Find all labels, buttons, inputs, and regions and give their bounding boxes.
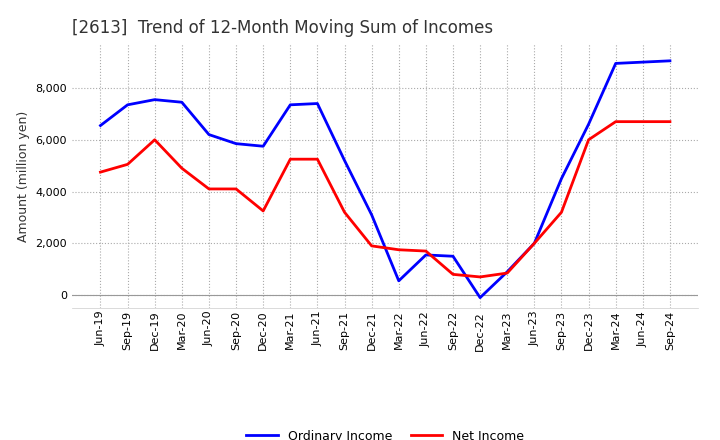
Net Income	[449, 272, 457, 277]
Line: Net Income: Net Income	[101, 121, 670, 277]
Ordinary Income	[611, 61, 620, 66]
Net Income	[639, 119, 647, 124]
Net Income	[286, 157, 294, 162]
Net Income	[259, 208, 268, 213]
Net Income	[530, 241, 539, 246]
Net Income	[204, 186, 213, 191]
Ordinary Income	[665, 58, 674, 63]
Text: [2613]  Trend of 12-Month Moving Sum of Incomes: [2613] Trend of 12-Month Moving Sum of I…	[72, 19, 493, 37]
Y-axis label: Amount (million yen): Amount (million yen)	[17, 110, 30, 242]
Net Income	[367, 243, 376, 249]
Ordinary Income	[476, 295, 485, 300]
Ordinary Income	[584, 121, 593, 127]
Net Income	[232, 186, 240, 191]
Ordinary Income	[341, 158, 349, 163]
Net Income	[503, 271, 511, 276]
Net Income	[421, 249, 430, 254]
Net Income	[665, 119, 674, 124]
Net Income	[584, 137, 593, 143]
Net Income	[476, 274, 485, 279]
Ordinary Income	[503, 269, 511, 275]
Ordinary Income	[286, 102, 294, 107]
Net Income	[395, 247, 403, 253]
Legend: Ordinary Income, Net Income: Ordinary Income, Net Income	[241, 425, 529, 440]
Ordinary Income	[530, 241, 539, 246]
Ordinary Income	[123, 102, 132, 107]
Ordinary Income	[150, 97, 159, 102]
Ordinary Income	[557, 176, 566, 181]
Ordinary Income	[395, 278, 403, 283]
Ordinary Income	[178, 99, 186, 105]
Net Income	[96, 169, 105, 175]
Net Income	[178, 165, 186, 171]
Net Income	[123, 162, 132, 167]
Net Income	[611, 119, 620, 124]
Ordinary Income	[232, 141, 240, 146]
Net Income	[341, 209, 349, 215]
Net Income	[313, 157, 322, 162]
Ordinary Income	[449, 253, 457, 259]
Net Income	[150, 137, 159, 143]
Ordinary Income	[421, 252, 430, 257]
Ordinary Income	[96, 123, 105, 128]
Ordinary Income	[204, 132, 213, 137]
Line: Ordinary Income: Ordinary Income	[101, 61, 670, 297]
Ordinary Income	[367, 212, 376, 217]
Net Income	[557, 209, 566, 215]
Ordinary Income	[639, 59, 647, 65]
Ordinary Income	[313, 101, 322, 106]
Ordinary Income	[259, 143, 268, 149]
